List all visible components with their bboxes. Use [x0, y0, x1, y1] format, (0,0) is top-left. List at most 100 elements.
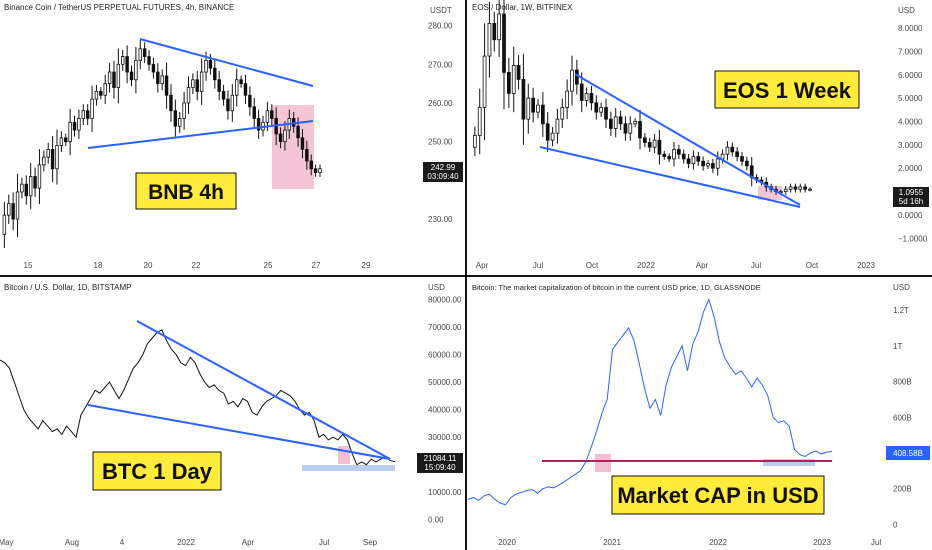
- eos-panel[interactable]: EOS / Dollar, 1W, BITFINEX USD 8.0000 7.0…: [472, 0, 929, 270]
- eos-x-tick: 2023: [857, 261, 875, 270]
- bnb-candle: [278, 133, 283, 143]
- eos-label-box: [714, 70, 860, 109]
- btc-x-tick: 4: [120, 538, 125, 547]
- bnb-candle: [208, 60, 213, 69]
- eos-y-tick: 5.0000: [898, 94, 923, 103]
- eos-y-axis: 8.0000 7.0000 6.0000 5.0000 4.0000 3.0000 2.00…: [898, 24, 928, 243]
- bnb-candle: [256, 118, 261, 131]
- eos-candle: [579, 83, 584, 101]
- bnb-candle: [199, 71, 204, 92]
- eos-candle: [652, 139, 657, 148]
- mcap-x-tick: Jul: [871, 538, 881, 547]
- bnb-title: Binance Coin / TetherUS PERPETUAL FUTURE…: [4, 3, 234, 12]
- eos-upper-trendline: [574, 73, 801, 206]
- btc-unit: USD: [428, 283, 445, 292]
- eos-candle: [613, 116, 618, 129]
- bnb-y-tick: 260.00: [428, 99, 453, 108]
- bnb-candle: [103, 83, 107, 96]
- eos-x-tick: 2022: [637, 261, 655, 270]
- bnb-candle: [99, 90, 103, 96]
- eos-candle: [662, 153, 667, 157]
- eos-x-tick: Jul: [751, 261, 761, 270]
- eos-candle: [783, 188, 788, 192]
- bnb-candle: [125, 56, 129, 73]
- bnb-candle: [147, 56, 151, 65]
- eos-candle: [745, 160, 749, 167]
- eos-unit: USD: [898, 6, 915, 15]
- bnb-last-price: 242.99: [431, 163, 456, 172]
- bnb-candle: [94, 90, 99, 100]
- bnb-candle: [204, 60, 208, 73]
- mcap-x-tick: 2023: [813, 538, 831, 547]
- eos-candle: [696, 156, 701, 162]
- eos-candle: [506, 72, 511, 94]
- mcap-title: Bitcoin: The market capitalization of bi…: [472, 283, 761, 292]
- eos-candle: [604, 107, 608, 120]
- bnb-candle: [90, 98, 94, 119]
- btc-y-tick: 0.00: [428, 516, 444, 525]
- eos-candle: [691, 156, 696, 164]
- bnb-candle: [305, 149, 309, 162]
- bnb-candle: [252, 106, 256, 119]
- bnb-candle: [217, 79, 221, 92]
- eos-y-tick: 7.0000: [898, 47, 923, 56]
- btc-x-tick: Jul: [319, 538, 329, 547]
- bnb-y-tick: 270.00: [428, 60, 453, 69]
- bnb-y-axis: 280.00 270.00 260.00 250.00 230.00: [428, 22, 453, 224]
- bnb-x-tick: 25: [264, 261, 273, 270]
- bnb-panel[interactable]: Binance Coin / TetherUS PERPETUAL FUTURE…: [2, 3, 463, 270]
- eos-candle: [677, 149, 681, 155]
- eos-candle: [672, 149, 676, 160]
- eos-candle: [570, 69, 574, 92]
- btc-y-tick: 10000.00: [428, 488, 462, 497]
- eos-candle: [715, 158, 720, 169]
- eos-candle: [531, 97, 536, 113]
- eos-candle: [701, 160, 706, 167]
- bnb-candle: [77, 118, 81, 131]
- mcap-y-tick: 800B: [893, 378, 912, 387]
- btc-y-tick: 40000.00: [428, 406, 462, 415]
- eos-candle: [536, 104, 540, 113]
- bnb-candle: [46, 149, 50, 158]
- mcap-y-tick: 600B: [893, 413, 912, 422]
- bnb-x-tick: 22: [192, 261, 201, 270]
- bnb-candle: [134, 60, 138, 81]
- eos-last-price: 1.0955: [899, 188, 924, 197]
- mcap-panel[interactable]: Bitcoin: The market capitalization of bi…: [467, 283, 930, 547]
- bnb-candle: [182, 102, 186, 119]
- eos-candle: [740, 156, 744, 162]
- bnb-x-tick: 27: [312, 261, 321, 270]
- btc-lower-trendline: [87, 404, 391, 460]
- eos-countdown: 5d 16h: [899, 197, 923, 206]
- bnb-price-tag: [423, 162, 463, 182]
- mcap-x-axis: 2020 2021 2022 2023 Jul: [498, 538, 881, 547]
- bnb-candle: [239, 79, 243, 85]
- bnb-candle: [20, 183, 24, 193]
- btc-title: Bitcoin / U.S. Dollar, 1D, BITSTAMP: [4, 283, 131, 292]
- eos-candle: [492, 22, 497, 41]
- eos-y-tick: 6.0000: [898, 71, 923, 80]
- eos-candle: [497, 13, 501, 41]
- eos-candle: [667, 156, 672, 160]
- btc-highlight: [338, 446, 350, 464]
- btc-upper-trendline: [136, 320, 391, 460]
- bnb-upper-trendline: [139, 38, 314, 87]
- btc-panel[interactable]: Bitcoin / U.S. Dollar, 1D, BITSTAMP USD …: [0, 283, 463, 547]
- bnb-lower-trendline: [87, 120, 314, 149]
- mcap-y-tick: 1T: [893, 342, 902, 351]
- bnb-candle: [72, 121, 77, 131]
- bnb-candle: [15, 191, 20, 220]
- bnb-candle: [265, 110, 270, 123]
- bnb-countdown: 03:09:40: [427, 172, 459, 181]
- eos-y-tick: 4.0000: [898, 117, 923, 126]
- bnb-candle: [142, 48, 147, 57]
- eos-candle: [647, 142, 652, 148]
- btc-x-axis: May Aug 4 2022 Apr Jul Sep: [0, 538, 378, 547]
- bnb-x-tick: 29: [362, 261, 371, 270]
- bnb-candle: [138, 48, 142, 61]
- bnb-candle: [169, 94, 173, 112]
- bnb-candle: [116, 63, 121, 88]
- eos-candle: [482, 55, 487, 108]
- eos-y-tick: 2.0000: [898, 164, 923, 173]
- mcap-y-tick: 0: [893, 520, 898, 529]
